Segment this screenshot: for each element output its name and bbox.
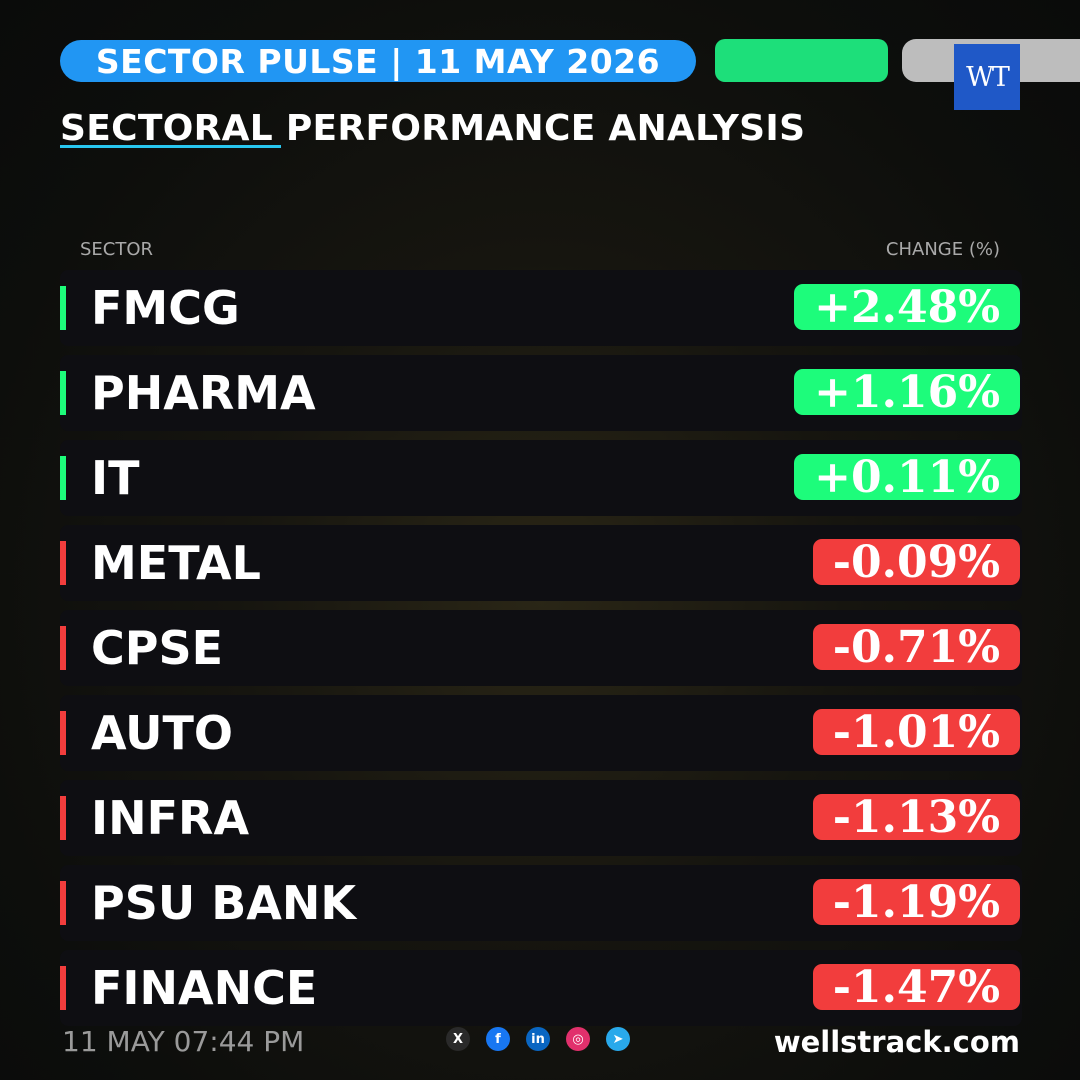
table-row: AUTO -1.01% [60, 695, 1022, 771]
table-row: PHARMA +1.16% [60, 355, 1022, 431]
trend-indicator-bar [60, 371, 66, 415]
linkedin-icon[interactable]: in [526, 1027, 550, 1051]
instagram-icon[interactable]: ◎ [566, 1027, 590, 1051]
footer-timestamp: 11 MAY 07:44 PM [62, 1025, 305, 1058]
wellstrack-logo: WT [954, 44, 1020, 110]
status-pill-green [715, 39, 888, 82]
table-row: FMCG +2.48% [60, 270, 1022, 346]
change-badge: -0.09% [812, 537, 1020, 588]
change-badge: +1.16% [794, 367, 1020, 418]
sector-name: INFRA [91, 791, 250, 845]
sector-name: CPSE [91, 621, 224, 675]
trend-indicator-bar [60, 626, 66, 670]
page-title-pill: SECTOR PULSE | 11 MAY 2026 [60, 40, 696, 82]
trend-indicator-bar [60, 711, 66, 755]
sector-name: FMCG [91, 281, 240, 335]
x-icon[interactable]: X [446, 1027, 470, 1051]
trend-indicator-bar [60, 966, 66, 1010]
change-badge: -0.71% [812, 622, 1020, 673]
table-row: METAL -0.09% [60, 525, 1022, 601]
facebook-icon[interactable]: f [486, 1027, 510, 1051]
sector-name: PSU BANK [91, 876, 357, 930]
trend-indicator-bar [60, 881, 66, 925]
sector-table: FMCG +2.48% PHARMA +1.16% IT +0.11% METAL -0.09… [60, 270, 1022, 1035]
sector-name: PHARMA [91, 366, 316, 420]
change-badge: -1.13% [812, 792, 1020, 843]
sector-name: AUTO [91, 706, 234, 760]
website-link[interactable]: wellstrack.com [773, 1025, 1020, 1059]
subtitle-underline [60, 145, 281, 148]
trend-indicator-bar [60, 796, 66, 840]
sector-name: METAL [91, 536, 261, 590]
logo-text: WT [966, 61, 1010, 93]
table-row: PSU BANK -1.19% [60, 865, 1022, 941]
change-badge: -1.19% [812, 877, 1020, 928]
change-badge: -1.01% [812, 707, 1020, 758]
page-title: SECTOR PULSE | 11 MAY 2026 [95, 41, 661, 81]
column-header-change: CHANGE (%) [885, 239, 1000, 260]
table-row: FINANCE -1.47% [60, 950, 1022, 1026]
trend-indicator-bar [60, 456, 66, 500]
change-badge: +2.48% [794, 282, 1020, 333]
telegram-icon[interactable]: ➤ [606, 1027, 630, 1051]
page-subtitle: SECTORAL PERFORMANCE ANALYSIS [60, 108, 806, 149]
table-row: IT +0.11% [60, 440, 1022, 516]
trend-indicator-bar [60, 286, 66, 330]
change-badge: -1.47% [812, 962, 1020, 1013]
sector-name: FINANCE [91, 961, 318, 1015]
table-row: CPSE -0.71% [60, 610, 1022, 686]
trend-indicator-bar [60, 541, 66, 585]
column-header-sector: SECTOR [80, 239, 154, 260]
change-badge: +0.11% [794, 452, 1020, 503]
sector-name: IT [91, 451, 140, 505]
table-row: INFRA -1.13% [60, 780, 1022, 856]
